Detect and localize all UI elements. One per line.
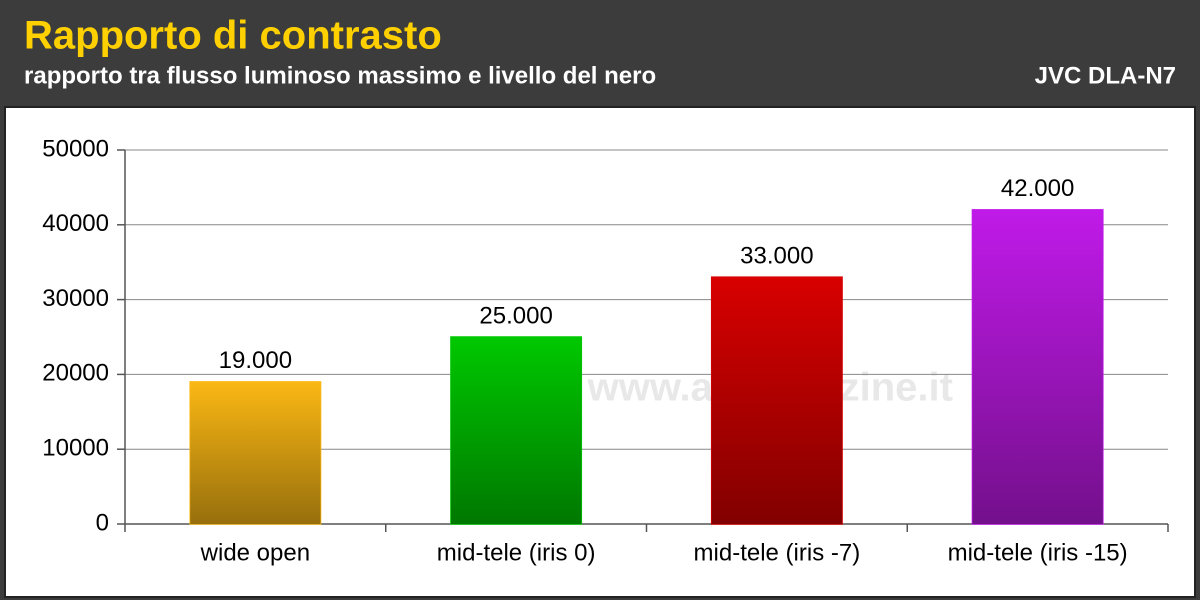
y-tick-label: 50000 xyxy=(42,135,109,162)
chart-title: Rapporto di contrasto xyxy=(24,14,442,58)
x-tick-label: wide open xyxy=(200,539,310,566)
value-label: 42.000 xyxy=(1001,175,1074,202)
bar-shade xyxy=(450,337,582,524)
y-tick-label: 30000 xyxy=(42,285,109,312)
bar-shade xyxy=(711,277,843,524)
bar-shade xyxy=(972,209,1103,524)
y-tick-label: 20000 xyxy=(42,360,109,387)
bar-shade xyxy=(190,381,321,524)
y-tick-label: 40000 xyxy=(42,210,109,237)
y-tick-label: 10000 xyxy=(42,435,109,462)
value-label: 25.000 xyxy=(479,302,552,329)
x-tick-label: mid-tele (iris 0) xyxy=(437,539,596,566)
value-label: 33.000 xyxy=(740,243,813,270)
x-tick-label: mid-tele (iris -7) xyxy=(694,539,861,566)
chart-subtitle: rapporto tra flusso luminoso massimo e l… xyxy=(24,62,656,89)
x-tick-label: mid-tele (iris -15) xyxy=(948,539,1128,566)
y-tick-label: 0 xyxy=(96,509,109,536)
value-label: 19.000 xyxy=(219,347,292,374)
model-label: JVC DLA-N7 xyxy=(1035,62,1176,89)
